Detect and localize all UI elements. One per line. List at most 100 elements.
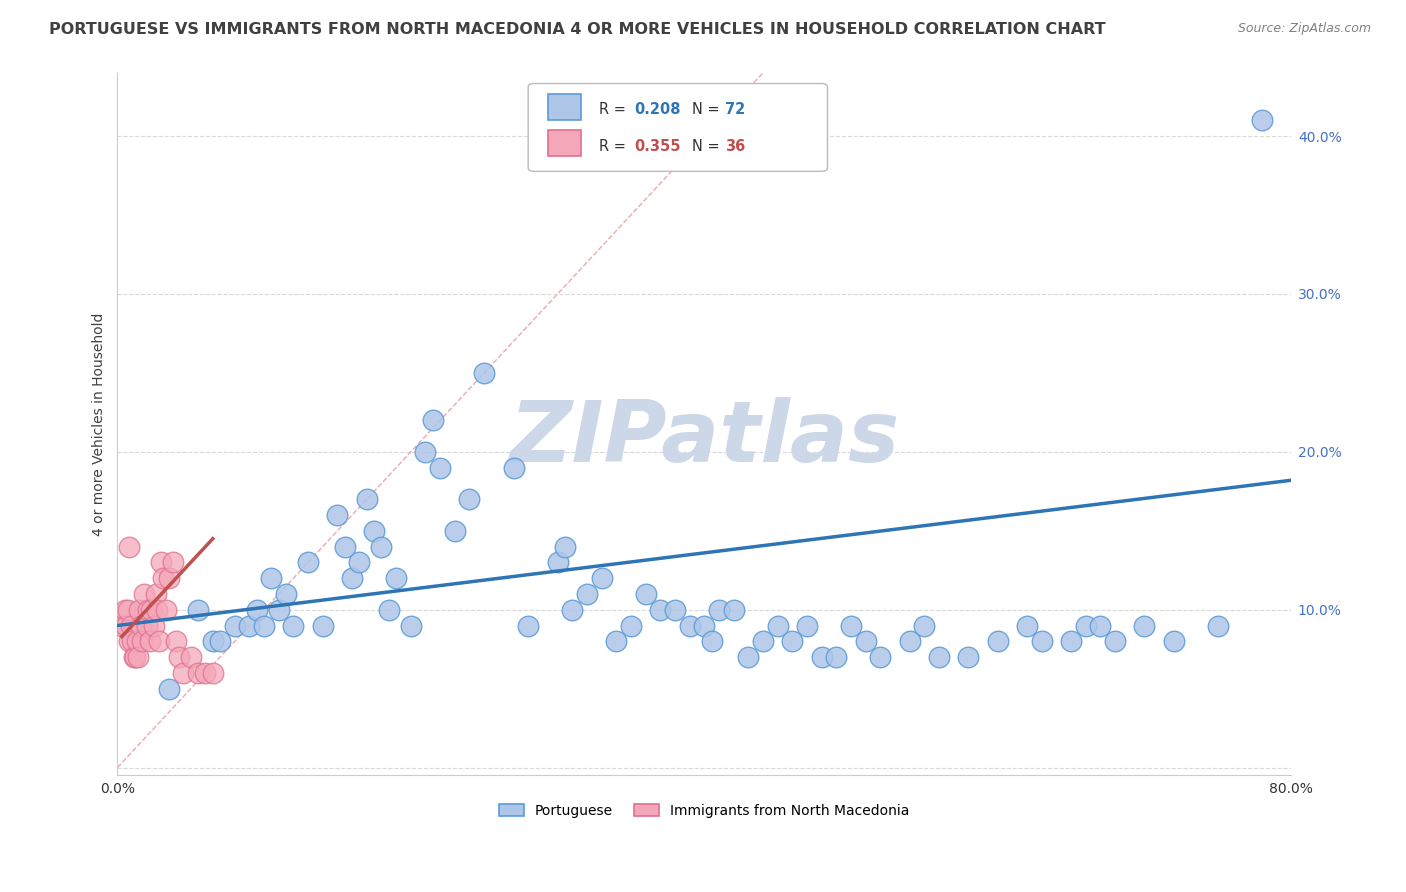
Portuguese [187, 603, 209, 617]
Text: PORTUGUESE VS IMMIGRANTS FROM NORTH MACEDONIA 4 OR MORE VEHICLES IN HOUSEHOLD CO: PORTUGUESE VS IMMIGRANTS FROM NORTH MACE… [49, 22, 1107, 37]
Portuguese [700, 634, 723, 648]
Portuguese [766, 618, 789, 632]
Immigrants from North Macedonia [114, 603, 136, 617]
Portuguese [591, 571, 613, 585]
Immigrants from North Macedonia [167, 650, 190, 665]
Portuguese [363, 524, 385, 538]
Portuguese [267, 603, 290, 617]
Portuguese [1133, 618, 1156, 632]
Portuguese [620, 618, 643, 632]
Immigrants from North Macedonia [152, 571, 174, 585]
Portuguese [1250, 113, 1272, 128]
Portuguese [1104, 634, 1126, 648]
Portuguese [678, 618, 700, 632]
Portuguese [224, 618, 246, 632]
Portuguese [650, 603, 672, 617]
Portuguese [1031, 634, 1053, 648]
Immigrants from North Macedonia [118, 634, 141, 648]
Portuguese [987, 634, 1010, 648]
Portuguese [422, 413, 444, 427]
Portuguese [238, 618, 260, 632]
Legend: Portuguese, Immigrants from North Macedonia: Portuguese, Immigrants from North Macedo… [492, 797, 917, 825]
Portuguese [1060, 634, 1083, 648]
Portuguese [297, 555, 319, 569]
Text: R =: R = [599, 103, 630, 118]
Immigrants from North Macedonia [162, 555, 184, 569]
Immigrants from North Macedonia [132, 587, 155, 601]
FancyBboxPatch shape [548, 130, 581, 156]
Portuguese [370, 540, 392, 554]
Immigrants from North Macedonia [141, 603, 163, 617]
Immigrants from North Macedonia [122, 650, 145, 665]
Portuguese [356, 492, 378, 507]
Immigrants from North Macedonia [180, 650, 202, 665]
Immigrants from North Macedonia [135, 618, 157, 632]
Immigrants from North Macedonia [121, 634, 143, 648]
Immigrants from North Macedonia [127, 650, 149, 665]
Immigrants from North Macedonia [187, 665, 209, 680]
Portuguese [312, 618, 335, 632]
Portuguese [157, 681, 180, 696]
Immigrants from North Macedonia [117, 603, 139, 617]
Immigrants from North Macedonia [125, 634, 148, 648]
Portuguese [326, 508, 349, 522]
Portuguese [1074, 618, 1097, 632]
Immigrants from North Macedonia [138, 634, 160, 648]
Portuguese [340, 571, 363, 585]
Portuguese [752, 634, 775, 648]
Text: 0.208: 0.208 [634, 103, 681, 118]
Immigrants from North Macedonia [146, 603, 169, 617]
Portuguese [472, 366, 495, 380]
Text: ZIPatlas: ZIPatlas [509, 397, 900, 480]
Immigrants from North Macedonia [194, 665, 217, 680]
Portuguese [333, 540, 356, 554]
Portuguese [209, 634, 232, 648]
Text: N =: N = [693, 103, 724, 118]
Text: 72: 72 [725, 103, 745, 118]
Immigrants from North Macedonia [136, 603, 159, 617]
Immigrants from North Macedonia [150, 555, 173, 569]
Portuguese [737, 650, 759, 665]
Portuguese [575, 587, 598, 601]
Portuguese [385, 571, 408, 585]
Portuguese [246, 603, 269, 617]
Immigrants from North Macedonia [172, 665, 194, 680]
Portuguese [693, 618, 716, 632]
Portuguese [349, 555, 371, 569]
Immigrants from North Macedonia [115, 618, 138, 632]
Portuguese [276, 587, 298, 601]
Immigrants from North Macedonia [148, 634, 170, 648]
Y-axis label: 4 or more Vehicles in Household: 4 or more Vehicles in Household [93, 312, 107, 536]
Portuguese [502, 460, 524, 475]
Immigrants from North Macedonia [120, 618, 142, 632]
Portuguese [898, 634, 921, 648]
Text: 0.355: 0.355 [634, 139, 681, 153]
Immigrants from North Macedonia [143, 618, 166, 632]
Text: 36: 36 [725, 139, 745, 153]
Immigrants from North Macedonia [111, 618, 134, 632]
Portuguese [810, 650, 832, 665]
Text: R =: R = [599, 139, 630, 153]
Portuguese [869, 650, 891, 665]
Portuguese [1206, 618, 1229, 632]
Portuguese [458, 492, 481, 507]
Portuguese [664, 603, 686, 617]
Immigrants from North Macedonia [124, 650, 146, 665]
Portuguese [253, 618, 276, 632]
Immigrants from North Macedonia [128, 603, 150, 617]
Portuguese [201, 634, 224, 648]
Text: N =: N = [693, 139, 724, 153]
Portuguese [839, 618, 862, 632]
Portuguese [1090, 618, 1112, 632]
Portuguese [415, 445, 437, 459]
Portuguese [260, 571, 283, 585]
Portuguese [723, 603, 745, 617]
Portuguese [707, 603, 730, 617]
Immigrants from North Macedonia [155, 603, 177, 617]
Immigrants from North Macedonia [129, 618, 152, 632]
Immigrants from North Macedonia [201, 665, 224, 680]
Portuguese [399, 618, 422, 632]
Portuguese [443, 524, 465, 538]
Portuguese [1015, 618, 1038, 632]
Immigrants from North Macedonia [131, 634, 153, 648]
